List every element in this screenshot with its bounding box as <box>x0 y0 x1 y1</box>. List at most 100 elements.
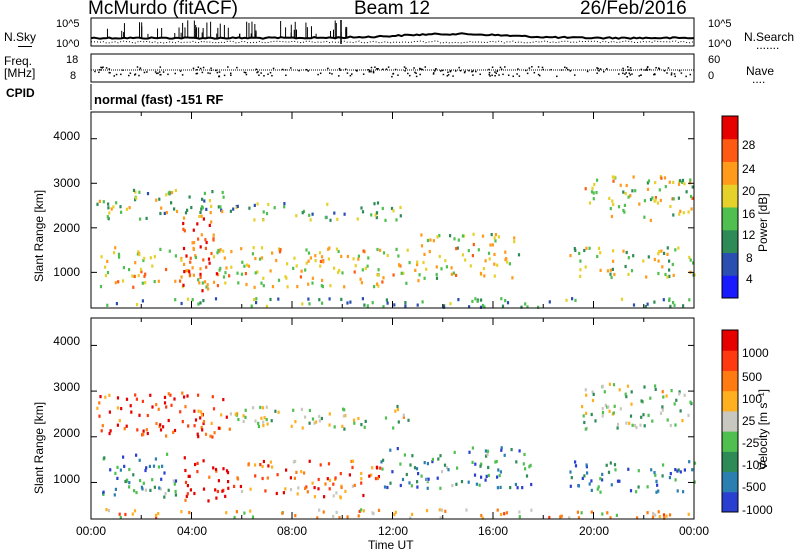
colorbar-swatch <box>722 116 738 140</box>
data-cell <box>690 207 693 211</box>
data-cell <box>207 499 210 503</box>
freq-dot <box>367 69 369 71</box>
data-cell <box>685 190 688 194</box>
data-cell <box>435 273 438 277</box>
data-cell <box>205 285 208 289</box>
data-cell <box>432 239 435 243</box>
data-cell <box>669 304 672 308</box>
data-cell <box>235 205 238 210</box>
data-cell <box>189 260 192 264</box>
data-cell <box>447 468 450 472</box>
data-cell <box>523 452 526 457</box>
freq-dot <box>196 69 198 71</box>
data-cell <box>659 411 663 415</box>
freq-dot <box>667 67 670 69</box>
data-cell <box>653 471 656 475</box>
data-cell <box>226 471 230 475</box>
data-cell <box>357 514 360 518</box>
nsearch-dots: ....... <box>756 38 780 52</box>
data-cell <box>320 416 323 421</box>
data-cell <box>481 516 484 520</box>
data-cell <box>142 481 145 485</box>
data-cell <box>279 248 282 252</box>
data-cell <box>574 460 577 464</box>
freq-dot <box>339 69 341 71</box>
data-cell <box>682 490 685 494</box>
data-cell <box>467 480 470 484</box>
data-cell <box>153 280 156 284</box>
data-cell <box>222 398 225 402</box>
freq-dot <box>435 68 437 70</box>
data-cell <box>175 209 179 214</box>
data-cell <box>228 274 231 278</box>
data-cell <box>657 259 660 263</box>
data-cell <box>606 511 609 515</box>
data-cell <box>194 462 197 467</box>
data-cell <box>456 246 459 250</box>
data-cell <box>321 255 324 259</box>
freq-dot <box>405 67 407 70</box>
data-cell <box>108 410 111 414</box>
data-cell <box>414 268 417 272</box>
data-cell <box>119 516 122 520</box>
data-cell <box>655 479 658 483</box>
nsearch-label: N.Search <box>744 30 795 44</box>
data-cell <box>128 485 131 489</box>
data-cell <box>170 201 173 205</box>
data-cell <box>230 250 233 254</box>
data-cell <box>222 275 226 279</box>
data-cell <box>118 255 121 259</box>
data-cell <box>202 217 205 221</box>
data-cell <box>627 467 630 471</box>
data-cell <box>608 196 611 200</box>
data-cell <box>485 454 488 458</box>
data-cell <box>473 473 477 477</box>
data-cell <box>474 462 477 466</box>
data-cell <box>480 475 483 479</box>
data-cell <box>646 485 649 489</box>
freq-dot <box>404 70 406 72</box>
data-cell <box>521 486 524 490</box>
freq-dot <box>207 72 209 74</box>
data-cell <box>317 477 320 482</box>
freq-dot <box>596 67 598 69</box>
data-cell <box>668 268 671 272</box>
data-cell <box>253 463 257 467</box>
data-cell <box>400 271 403 275</box>
freq-dot <box>618 73 620 75</box>
data-cell <box>108 432 111 436</box>
data-cell <box>262 218 265 222</box>
data-cell <box>396 447 399 451</box>
data-cell <box>496 508 499 512</box>
data-cell <box>399 205 402 209</box>
data-cell <box>214 297 218 301</box>
freq-dot <box>491 74 493 77</box>
data-cell <box>269 460 272 464</box>
data-cell <box>316 516 319 520</box>
data-cell <box>201 206 204 210</box>
data-cell <box>569 484 572 488</box>
data-cell <box>200 207 203 211</box>
data-cell <box>468 450 471 454</box>
freq-dot <box>158 71 161 73</box>
data-cell <box>612 411 615 415</box>
data-cell <box>159 428 163 432</box>
data-cell <box>185 269 188 273</box>
data-cell <box>186 208 189 212</box>
data-cell <box>375 216 378 220</box>
data-cell <box>661 408 664 412</box>
freq-dot <box>415 72 417 74</box>
data-cell <box>377 508 381 512</box>
data-cell <box>357 254 360 258</box>
data-cell <box>431 460 434 464</box>
data-cell <box>407 418 410 422</box>
data-cell <box>129 404 132 408</box>
data-cell <box>253 218 256 222</box>
data-cell <box>224 281 227 285</box>
velocity-cb-m1000: -1000 <box>742 503 773 517</box>
data-cell <box>221 210 224 214</box>
velocity-ytick-2000: 2000 <box>53 426 80 440</box>
data-cell <box>180 275 183 279</box>
data-cell <box>183 395 186 399</box>
data-cell <box>196 432 199 436</box>
